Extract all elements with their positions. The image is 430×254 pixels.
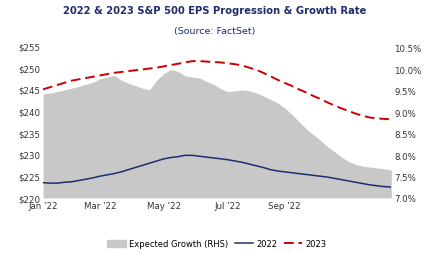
Legend: Expected Growth (RHS), 2022, 2023: Expected Growth (RHS), 2022, 2023 [104,236,330,251]
Text: (Source: FactSet): (Source: FactSet) [174,27,256,36]
Text: 2022 & 2023 S&P 500 EPS Progression & Growth Rate: 2022 & 2023 S&P 500 EPS Progression & Gr… [63,6,367,16]
